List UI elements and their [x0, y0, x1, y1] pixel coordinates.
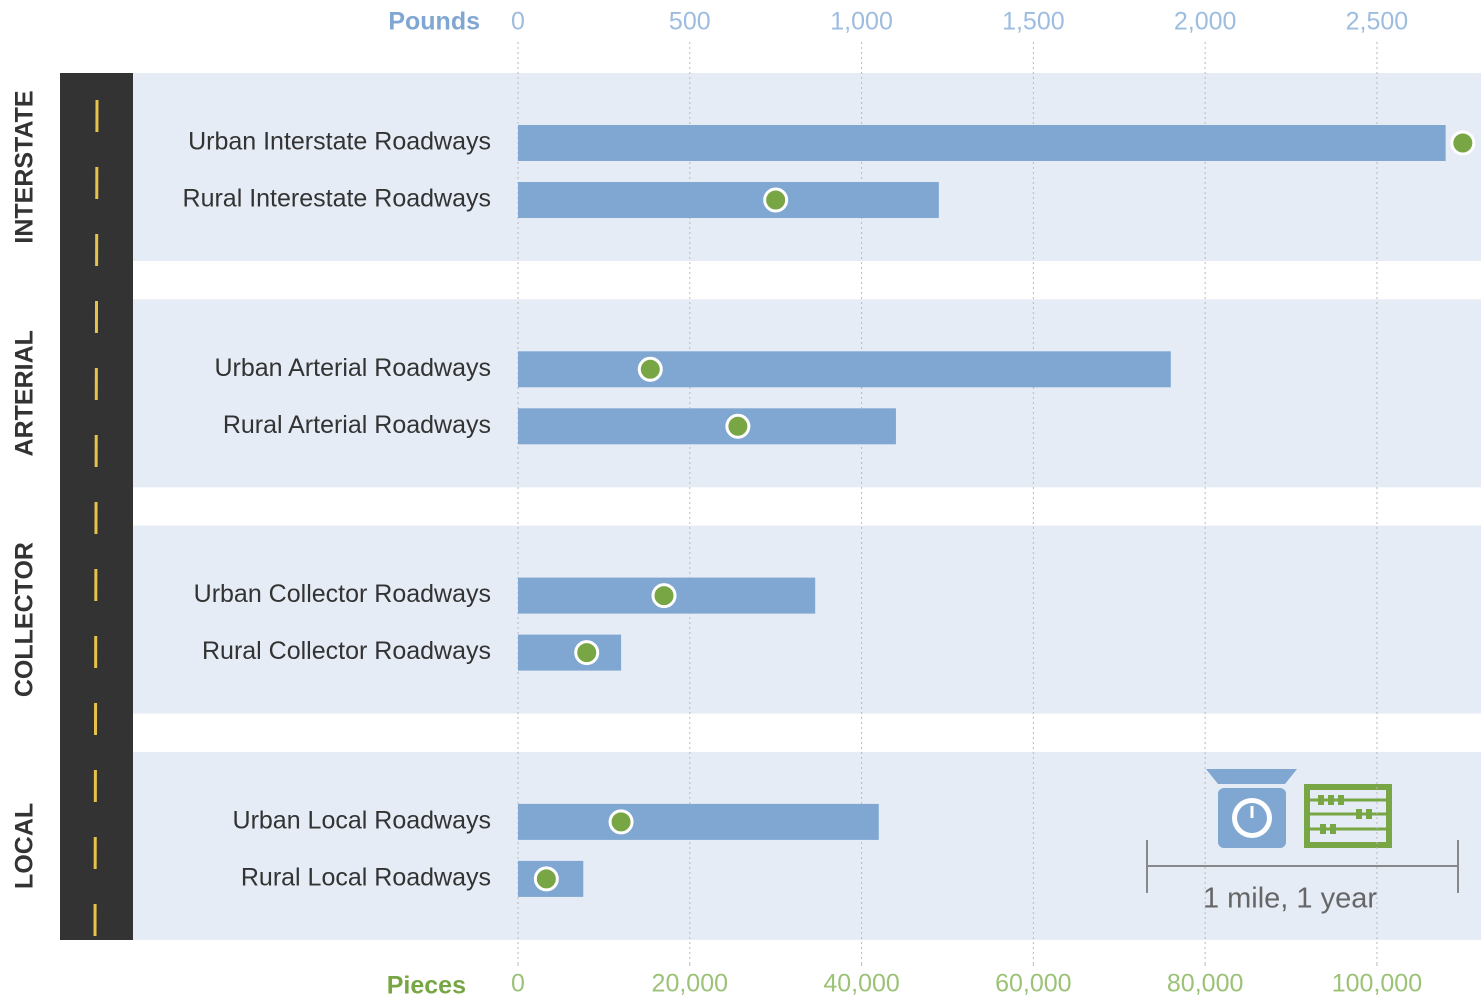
x2-tick-label: 60,000 — [995, 970, 1071, 998]
x-tick-label: 1,000 — [830, 8, 893, 36]
abacus-beads — [1318, 795, 1372, 834]
bar — [518, 803, 879, 840]
category-label: Urban Interstate Roadways — [188, 128, 491, 156]
dot — [608, 809, 634, 835]
x2-tick-label: 0 — [511, 970, 525, 998]
category-label: Urban Arterial Roadways — [214, 354, 491, 382]
category-label: Rural Local Roadways — [241, 864, 491, 892]
abacus-frame — [1304, 784, 1392, 848]
x2-tick-label: 40,000 — [823, 970, 899, 998]
bar — [518, 182, 939, 218]
dot — [651, 583, 677, 609]
group-label: COLLECTOR — [11, 542, 39, 697]
x2-axis-label: Pieces — [387, 972, 466, 1000]
bar — [518, 408, 896, 445]
group-label: LOCAL — [11, 803, 39, 889]
bar — [518, 351, 1171, 388]
annotation: 1 mile, 1 year — [1203, 883, 1377, 915]
bar — [518, 125, 1446, 161]
group-label: ARTERIAL — [11, 330, 39, 456]
dot — [763, 187, 789, 213]
category-label: Rural Interestate Roadways — [183, 185, 491, 213]
group-band — [133, 73, 1481, 261]
road-lane — [93, 99, 99, 941]
category-label: Rural Arterial Roadways — [223, 411, 491, 439]
group-band — [133, 299, 1481, 488]
dot — [725, 413, 751, 439]
category-label: Urban Collector Roadways — [194, 580, 491, 608]
bar — [518, 634, 622, 671]
x-axis-label: Pounds — [388, 8, 480, 36]
x-tick-label: 2,500 — [1346, 8, 1409, 36]
dot — [637, 356, 663, 382]
x-tick-label: 2,000 — [1174, 8, 1237, 36]
category-label: Urban Local Roadways — [233, 807, 491, 835]
x2-tick-label: 20,000 — [652, 970, 728, 998]
x-tick-label: 1,500 — [1002, 8, 1065, 36]
x2-tick-label: 80,000 — [1167, 970, 1243, 998]
group-band — [133, 525, 1481, 714]
dot — [533, 866, 559, 892]
category-label: Rural Collector Roadways — [202, 637, 491, 665]
x2-tick-label: 100,000 — [1332, 970, 1422, 998]
dot — [574, 640, 600, 666]
group-label: INTERSTATE — [11, 90, 39, 243]
dot — [1450, 130, 1476, 156]
x-tick-label: 0 — [511, 8, 525, 36]
x-tick-label: 500 — [669, 8, 711, 36]
scale-pan — [1206, 769, 1297, 784]
legend-icons: 1 mile, 1 year — [1146, 769, 1459, 915]
